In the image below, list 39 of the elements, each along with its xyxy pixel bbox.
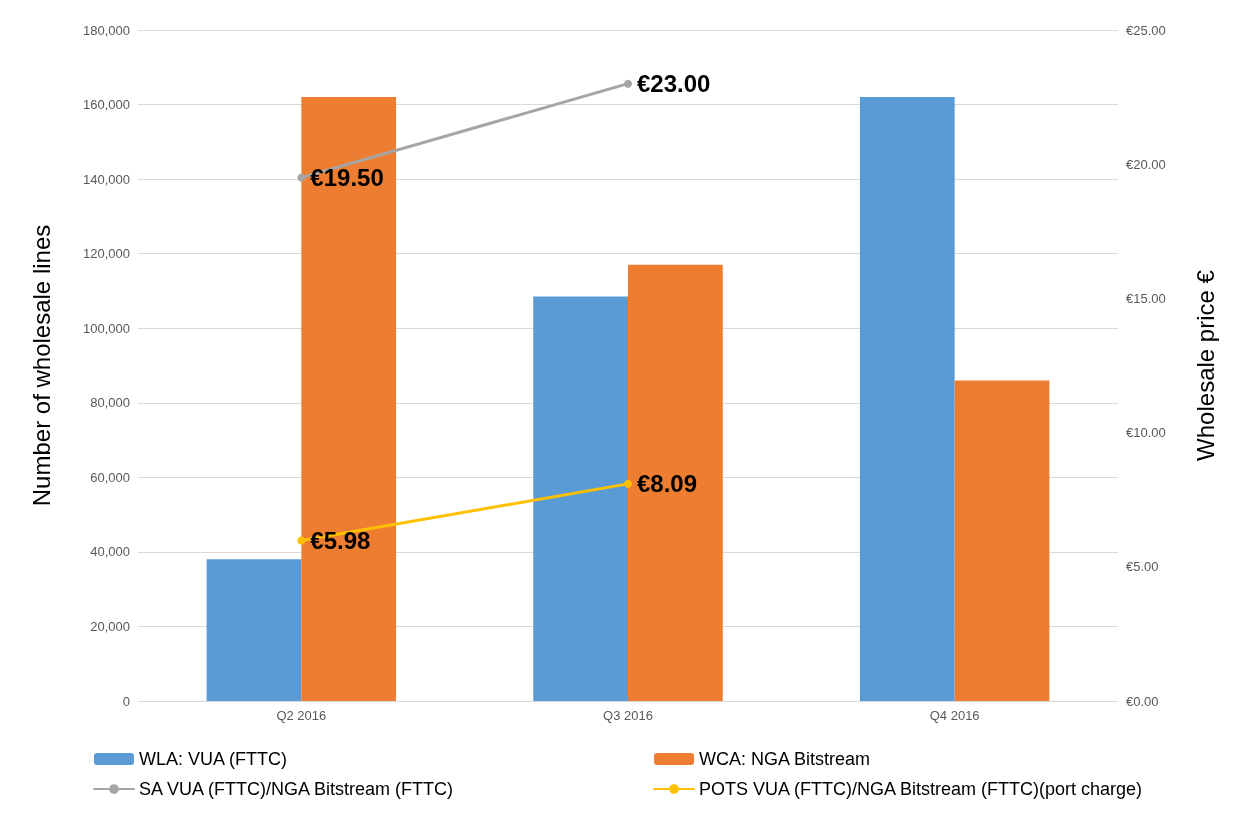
point (624, 479, 632, 488)
data-label: €23.00 (637, 70, 711, 98)
data-label: €8.09 (637, 470, 698, 498)
legend-label: WCA: NGA Bitstream (699, 749, 871, 769)
legend-label: WLA: VUA (FTTC) (139, 749, 287, 769)
y-tick-label: 20,000 (90, 618, 130, 634)
x-tick-label: Q3 2016 (603, 708, 653, 723)
x-tick-label: Q2 2016 (276, 708, 327, 723)
y-axis-title: Number of wholesale lines (27, 224, 55, 507)
legend-label: POTS VUA (FTTC)/NGA Bitstream (FTTC)(port charge) (699, 779, 1143, 799)
bar (206, 559, 302, 701)
bar (301, 97, 397, 701)
y-tick-label: 120,000 (83, 246, 130, 262)
bar (954, 380, 1050, 701)
bar (533, 296, 628, 701)
y2-tick-label: €5.00 (1126, 559, 1159, 575)
y-tick-label: 180,000 (83, 22, 130, 38)
y-tick-label: 0 (122, 693, 130, 709)
y-tick-label: 60,000 (90, 469, 130, 485)
point (297, 173, 306, 182)
point (297, 536, 306, 545)
y2-tick-label: €0.00 (1126, 693, 1159, 709)
y-tick-label: 80,000 (90, 395, 130, 411)
y-tick-label: 100,000 (83, 320, 130, 336)
y2-tick-label: €15.00 (1126, 290, 1166, 306)
y-tick-label: 40,000 (90, 544, 130, 560)
y2-tick-label: €10.00 (1126, 425, 1166, 441)
y2-axis-title: Wholesale price € (1191, 269, 1219, 461)
y-tick-label: 160,000 (83, 97, 130, 113)
bar (628, 264, 723, 701)
y2-tick-label: €20.00 (1126, 156, 1166, 172)
data-label: €5.98 (310, 527, 371, 554)
x-tick-label: Q4 2016 (929, 708, 980, 723)
y-tick-label: 140,000 (83, 171, 130, 187)
data-label: €19.50 (310, 164, 384, 192)
y2-tick-label: €25.00 (1126, 22, 1166, 38)
bar (859, 97, 955, 701)
legend-label: SA VUA (FTTC)/NGA Bitstream (FTTC) (139, 779, 454, 799)
point (624, 79, 632, 88)
